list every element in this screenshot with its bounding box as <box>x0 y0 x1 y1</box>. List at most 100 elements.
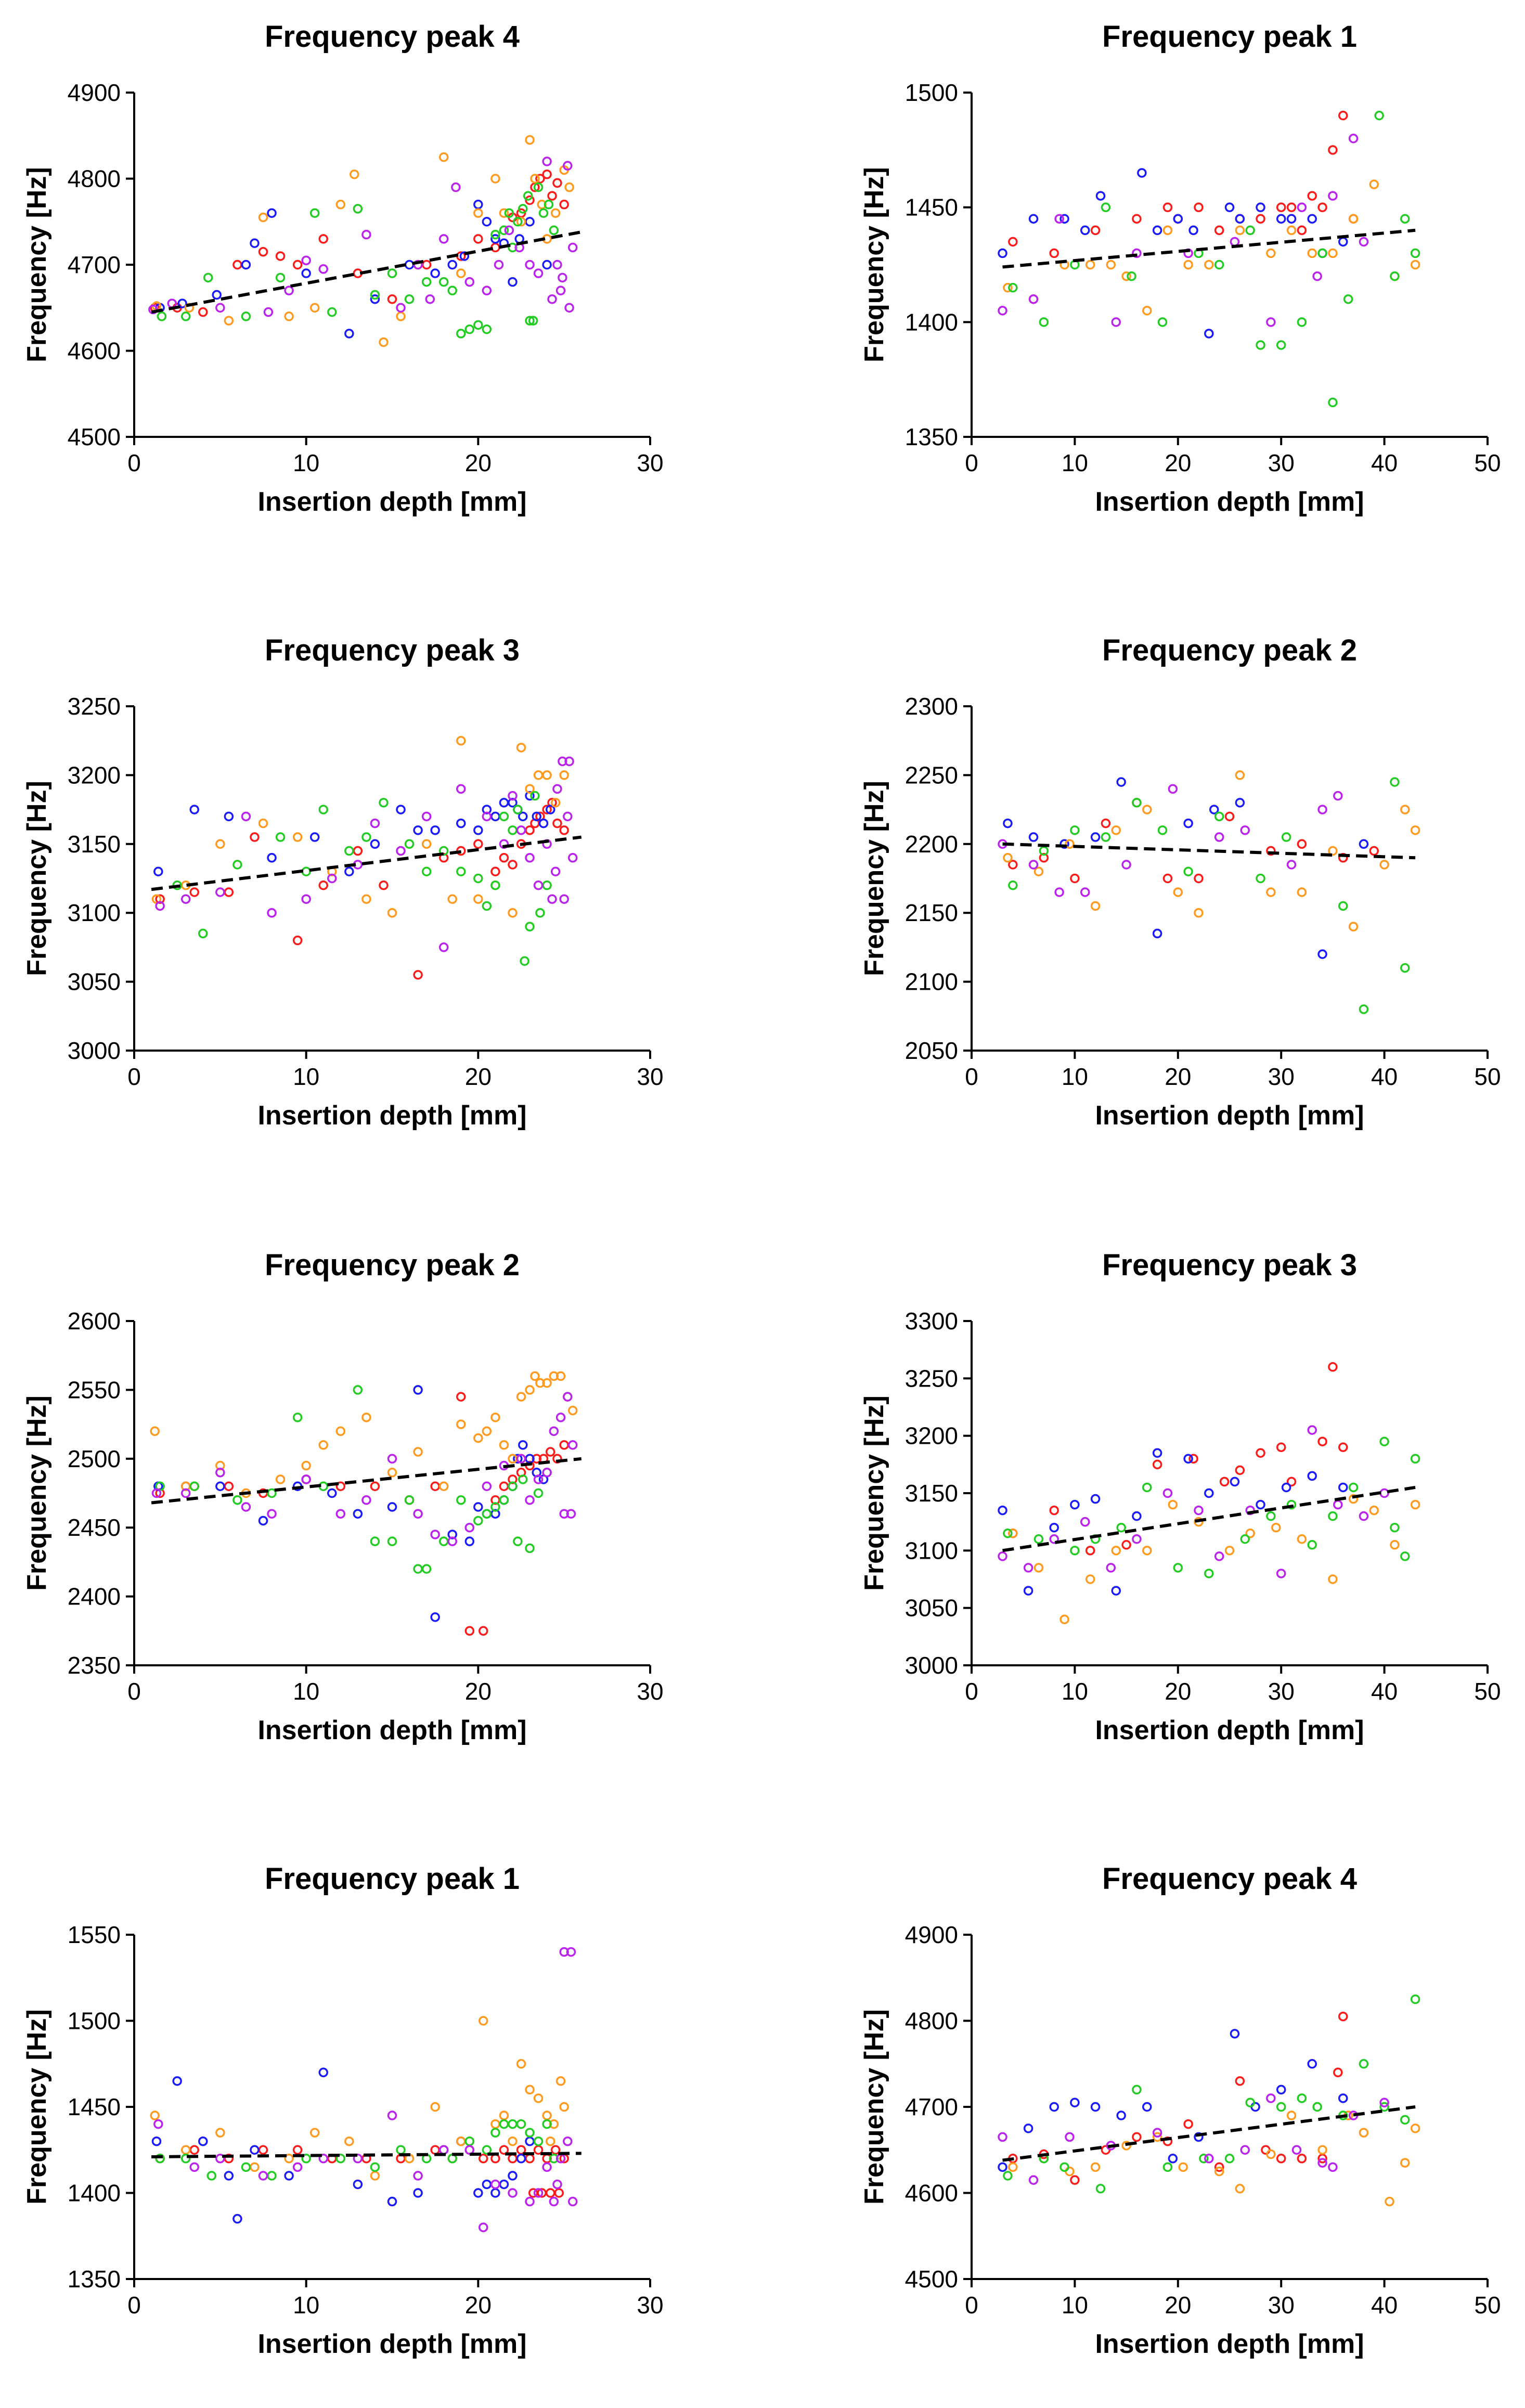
data-point <box>301 1460 311 1471</box>
data-point <box>241 811 251 822</box>
data-point <box>215 303 225 313</box>
data-point <box>1297 839 1307 849</box>
x-tick-label: 0 <box>965 1063 978 1090</box>
data-point <box>1235 1465 1245 1475</box>
y-tick-label: 3300 <box>905 1307 958 1335</box>
data-point <box>1379 2098 1389 2107</box>
chart-title: Frequency peak 2 <box>265 1248 520 1282</box>
data-point <box>1028 832 1039 842</box>
data-point <box>1369 846 1379 856</box>
data-point <box>361 1495 371 1505</box>
data-point <box>1230 1477 1240 1487</box>
data-point <box>564 303 574 313</box>
data-point <box>490 1502 500 1512</box>
y-tick-label: 3250 <box>68 693 121 720</box>
data-point <box>258 212 268 223</box>
data-point <box>464 1536 475 1546</box>
data-point <box>1157 317 1168 327</box>
series-blue <box>151 2067 535 2224</box>
data-point <box>1286 1499 1297 1510</box>
data-point <box>1266 2149 1276 2159</box>
data-point <box>1070 825 1080 835</box>
data-point <box>499 2119 509 2129</box>
data-point <box>447 286 457 295</box>
data-point <box>1111 1546 1121 1556</box>
data-point <box>1090 901 1101 911</box>
data-point <box>559 2102 569 2112</box>
data-point <box>1256 1448 1265 1458</box>
data-point <box>370 818 380 828</box>
data-point <box>413 2171 423 2181</box>
data-point <box>1390 1522 1400 1533</box>
data-point <box>1070 2175 1080 2185</box>
data-point <box>456 1392 466 1402</box>
y-tick-label: 1550 <box>68 1921 121 1948</box>
data-point <box>490 811 500 822</box>
data-point <box>1003 818 1013 828</box>
data-point <box>525 260 535 270</box>
data-point <box>1328 846 1338 856</box>
data-point <box>151 2136 162 2146</box>
x-tick-label: 0 <box>127 1063 141 1090</box>
data-point <box>1023 1586 1033 1596</box>
x-tick-label: 20 <box>1165 1063 1191 1090</box>
y-tick-label: 2250 <box>905 761 958 788</box>
data-point <box>292 832 303 842</box>
y-tick-label: 3050 <box>905 1595 958 1622</box>
data-point <box>1385 2196 1394 2207</box>
data-point <box>1023 2124 1033 2133</box>
data-point <box>1173 1563 1183 1573</box>
data-point <box>1328 1362 1338 1372</box>
data-point <box>1359 237 1369 247</box>
data-point <box>550 866 561 877</box>
data-point <box>456 818 466 828</box>
data-point <box>212 290 222 300</box>
data-point <box>530 174 540 184</box>
data-point <box>1162 225 1173 236</box>
data-point <box>1400 2115 1410 2125</box>
x-tick-label: 0 <box>127 2292 141 2319</box>
data-point <box>1065 839 1075 849</box>
data-point <box>438 846 449 856</box>
data-point <box>198 2136 208 2146</box>
data-point <box>250 2162 260 2172</box>
data-point <box>1317 805 1327 814</box>
data-point <box>1065 2132 1075 2142</box>
data-point <box>516 825 526 835</box>
data-point <box>1199 2154 1209 2164</box>
y-axis-label: Frequency [Hz] <box>859 781 889 976</box>
data-point <box>1338 2093 1348 2103</box>
data-point <box>518 1474 528 1484</box>
data-point <box>413 970 423 980</box>
data-point <box>1080 1517 1090 1527</box>
data-point <box>224 811 234 822</box>
y-tick-label: 4700 <box>905 2093 958 2120</box>
data-point <box>533 2188 544 2198</box>
y-tick-label: 2200 <box>905 831 958 858</box>
data-point <box>438 1536 449 1546</box>
data-point <box>1162 2162 1173 2172</box>
data-point <box>1194 1505 1204 1516</box>
trend-line <box>151 835 582 891</box>
data-point <box>396 846 406 856</box>
data-point <box>1410 825 1420 835</box>
data-point <box>155 901 165 911</box>
series-red <box>155 798 569 980</box>
data-point <box>387 2111 397 2120</box>
data-point <box>1183 1454 1193 1464</box>
data-point <box>1400 1551 1410 1561</box>
series-purple <box>151 1392 578 1546</box>
data-point <box>508 860 518 870</box>
data-point <box>1390 271 1400 281</box>
data-point <box>430 1481 440 1492</box>
data-point <box>1338 2011 1348 2022</box>
data-point <box>1410 1454 1420 1464</box>
data-point <box>1194 1517 1204 1527</box>
y-tick-label: 2550 <box>68 1376 121 1403</box>
data-point <box>547 191 557 201</box>
data-point <box>1317 248 1327 258</box>
data-point <box>1003 2171 1013 2181</box>
y-axis-label: Frequency [Hz] <box>22 1395 52 1591</box>
data-point <box>1307 1540 1317 1550</box>
data-point <box>499 1481 509 1492</box>
